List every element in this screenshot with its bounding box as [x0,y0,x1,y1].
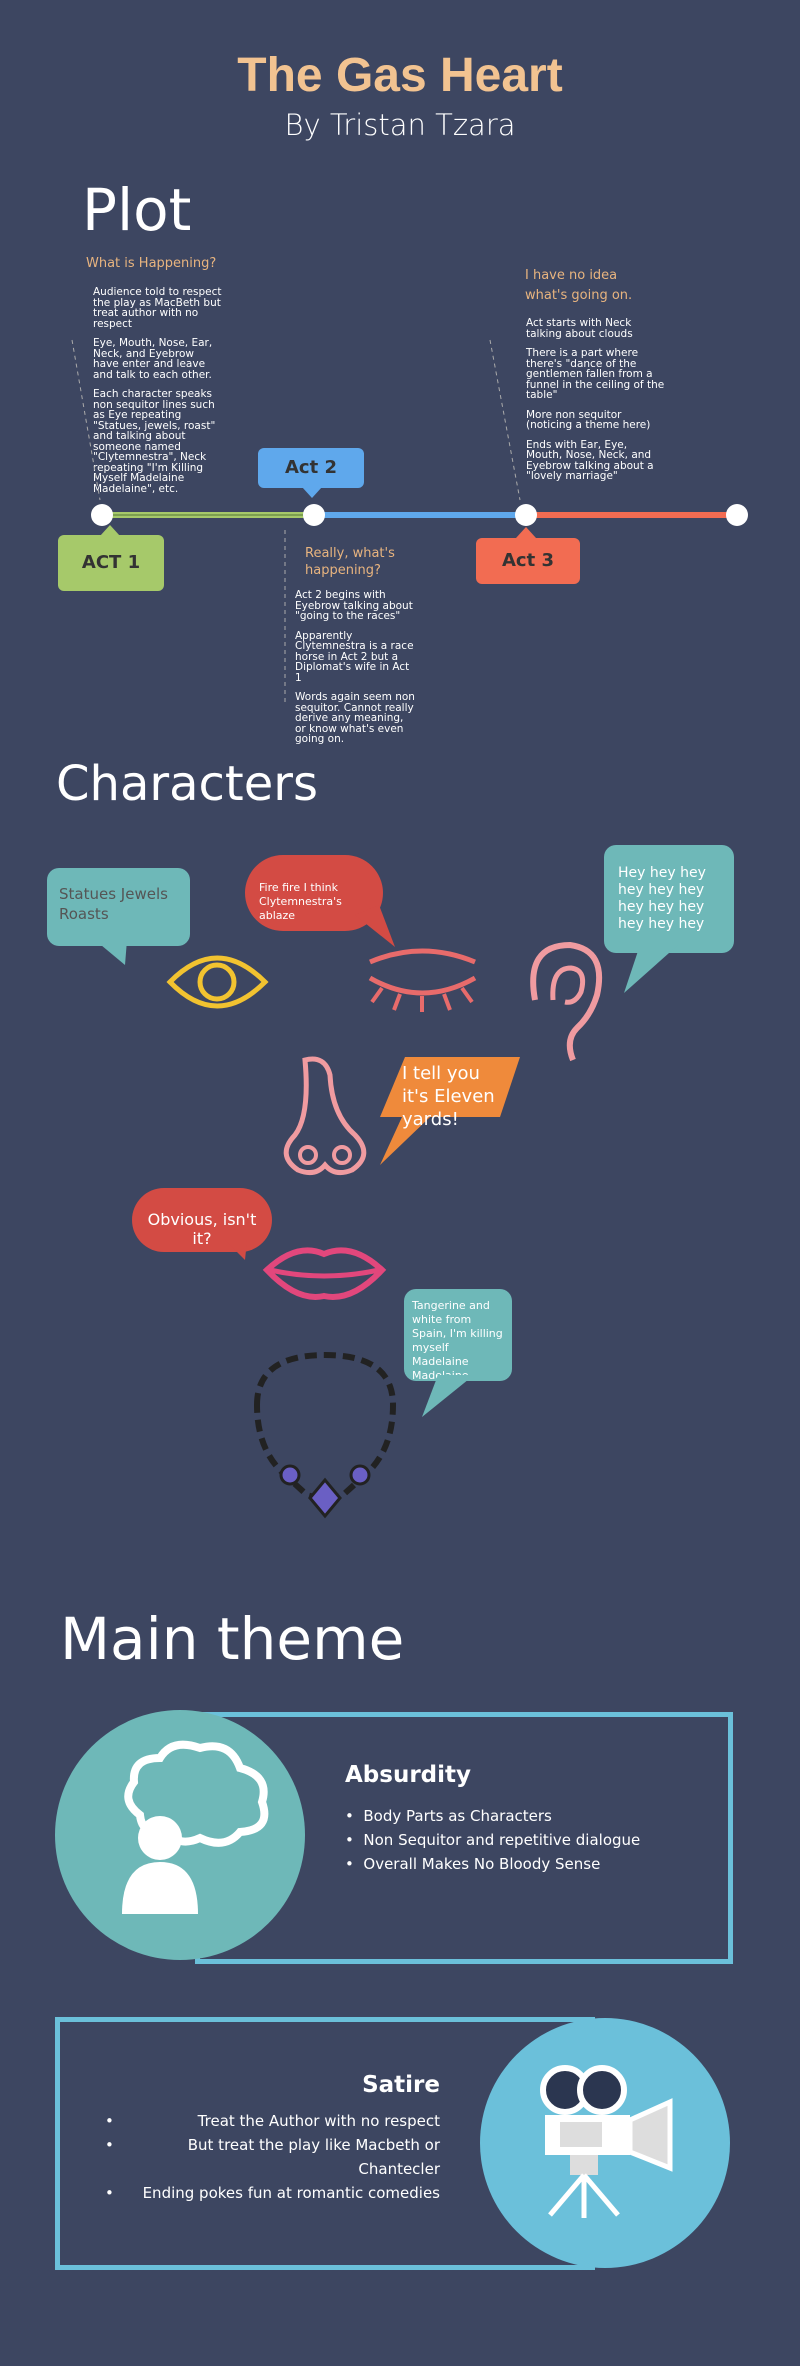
list-item: • Non Sequitor and repetitive dialogue [345,1831,641,1849]
plot-heading: Plot [82,176,192,244]
nose-quote: I tell you it's Eleven yards! [402,1063,495,1130]
absurdity-list: • Body Parts as Characters • Non Sequito… [345,1804,640,1876]
act1-note: Eye, Mouth, Nose, Ear, Neck, and Eyebrow… [93,337,213,381]
act3-label: Act 3 [476,538,580,584]
act1-note: Each character speaks non sequitor lines… [93,388,216,495]
page-subtitle: By Tristan Tzara [284,108,516,142]
timeline-dot [303,504,325,526]
ear-quote: Hey hey hey hey hey hey hey hey hey hey … [618,865,706,932]
list-item: • But treat the play like Macbeth or Chan… [105,2136,440,2178]
thinking-person-icon [122,1740,269,1914]
mouth-bubble-tail [225,1240,247,1260]
act1-note: Audience told to respect the play as Mac… [93,286,222,330]
ear-bubble-tail [624,945,678,993]
eye-bubble-tail [95,940,127,965]
eyebrow-icon [368,948,477,1012]
characters-heading: Characters [56,756,318,812]
mouth-speech-bubble: Obvious, isn't it? [132,1188,272,1252]
movie-camera-icon [540,2065,673,2218]
neck-speech-bubble: Tangerine and white from Spain, I'm kill… [404,1289,512,1382]
act2-note: Words again seem non sequitor. Cannot re… [295,691,415,745]
act1-question: What is Happening? [86,256,217,271]
neck-quote: Tangerine and white from Spain, I'm kill… [412,1299,503,1382]
satire-title: Satire [362,2072,440,2098]
eye-speech-bubble: Statues Jewels Roasts [47,868,190,946]
list-item: • Body Parts as Characters [345,1807,552,1825]
timeline-dot [91,504,113,526]
act1-pointer [100,525,120,536]
mouth-quote: Obvious, isn't it? [147,1210,257,1248]
act3-note: There is a part where there's "dance of … [526,347,665,401]
list-item: • Treat the Author with no respect [105,2112,440,2130]
eyebrow-bubble-tail [355,905,395,947]
act2-note: Apparently Clytemnestra is a race horse … [295,629,414,684]
timeline-segment-act2 [314,512,526,518]
absurdity-title: Absurdity [345,1762,472,1788]
ear-speech-bubble: Hey hey hey hey hey hey hey hey hey hey … [604,845,734,953]
list-item: • Overall Makes No Bloody Sense [345,1855,601,1873]
nose-icon [283,1056,367,1176]
act2-notes: Act 2 begins with Eyebrow talking about … [295,590,415,754]
eyebrow-quote: Fire fire I think Clytemnestra's ablaze [259,881,342,922]
timeline-dot [515,504,537,526]
act2-pointer [302,487,322,498]
timeline-dot [726,504,748,526]
page-title: The Gas Heart [237,49,563,102]
necklace-icon [253,1351,397,1519]
ear-icon [530,941,603,1062]
nose-speech-bubble [380,1057,520,1165]
timeline-segment-act3 [526,512,738,518]
eye-icon [166,955,269,1009]
act2-label: Act 2 [258,448,364,488]
act2-note: Act 2 begins with Eyebrow talking about … [295,589,413,622]
timeline [71,339,738,705]
act3-note: Act starts with Neck talking about cloud… [526,317,633,340]
list-item: • Ending pokes fun at romantic comedies [105,2184,440,2202]
main-theme-heading: Main theme [60,1605,405,1673]
act3-note: Ends with Ear, Eye, Mouth, Nose, Neck, a… [526,438,654,482]
act3-question: I have no idea what's going on. [525,268,633,303]
mouth-icon [262,1247,387,1300]
act2-question: Really, what's happening? [305,546,395,578]
eye-quote: Statues Jewels Roasts [59,885,168,923]
act1-notes: Audience told to respect the play as Mac… [93,287,223,503]
act3-notes: Act starts with Neck talking about cloud… [526,318,666,491]
act3-pointer [516,527,536,538]
act3-note: More non sequitor (noticing a theme here… [526,408,651,431]
satire-list: • Treat the Author with no respect • But t… [105,2109,440,2205]
neck-bubble-tail [422,1375,474,1417]
act1-label: ACT 1 [58,535,164,591]
